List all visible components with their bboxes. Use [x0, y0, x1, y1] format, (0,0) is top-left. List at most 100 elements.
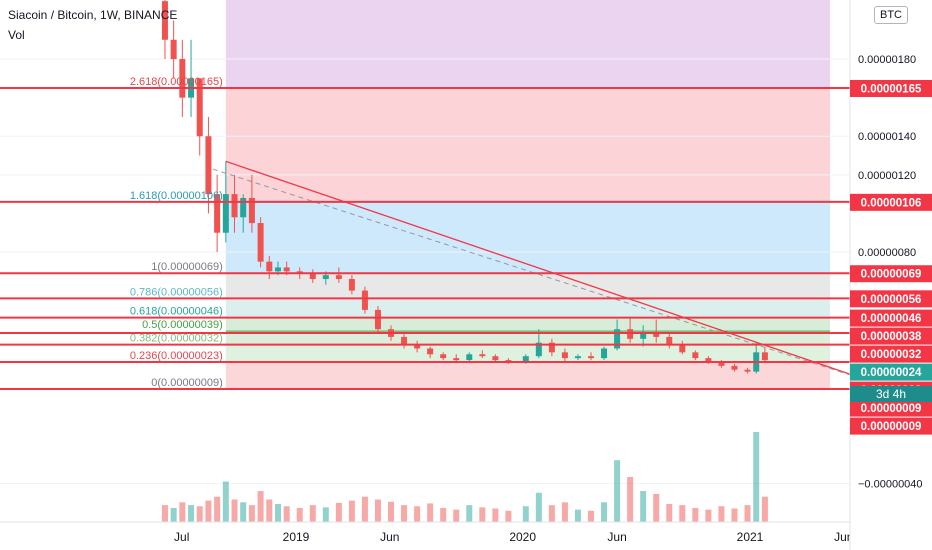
candle-body	[414, 344, 421, 349]
fib-label-2.618: 2.618(0.00000165)	[130, 76, 223, 88]
volume-bar	[248, 505, 255, 522]
volume-bar	[640, 491, 647, 522]
x-tick-label: 2021	[737, 530, 764, 544]
volume-bar	[179, 502, 186, 522]
fib-band-1.618	[225, 201, 831, 274]
candle-body	[492, 356, 499, 361]
candle-body	[361, 290, 368, 310]
volume-bar	[388, 501, 395, 522]
candle-body	[601, 348, 608, 359]
volume-bar	[283, 506, 290, 522]
volume-bar	[535, 492, 542, 522]
candle-body	[535, 342, 542, 357]
y-tick-label: 0.00000140	[858, 131, 916, 143]
candle-body	[666, 336, 673, 345]
candle-body	[744, 369, 751, 372]
fib-label-0.236: 0.236(0.00000023)	[130, 350, 223, 362]
volume-bar	[170, 507, 177, 522]
price-badge	[850, 399, 932, 417]
candle-body	[548, 342, 555, 353]
candle-body	[453, 358, 460, 361]
candle-body	[588, 356, 595, 359]
volume-bar	[492, 508, 499, 522]
candle-body	[679, 344, 686, 353]
candle-body	[335, 275, 342, 280]
candle-body	[427, 348, 434, 355]
volume-bar	[335, 502, 342, 522]
price-badge	[850, 80, 932, 97]
x-tick-label: Jun	[607, 530, 626, 544]
volume-bar	[548, 505, 555, 522]
price-badge-text: 0.00000009	[861, 403, 922, 415]
fib-band-0.786	[225, 298, 831, 318]
volume-bar	[196, 506, 203, 522]
x-tick-label: 2019	[283, 530, 310, 544]
candle-body	[640, 333, 647, 339]
fib-band-0.618	[225, 317, 831, 332]
candle-body	[231, 194, 238, 218]
price-badge	[850, 290, 932, 308]
fib-label-1.618: 1.618(0.00000106)	[130, 190, 223, 202]
volume-bar	[753, 432, 760, 522]
candle-body	[479, 354, 486, 357]
volume-bar	[440, 507, 447, 522]
price-badge-text: 0.00000046	[861, 313, 922, 325]
volume-label: Vol	[8, 28, 25, 42]
symbol-title: Siacoin / Bitcoin, 1W, BINANCE	[8, 8, 178, 22]
volume-bar	[479, 507, 486, 522]
x-tick-label: 2020	[509, 530, 536, 544]
candle-body	[170, 39, 177, 60]
volume-bar	[188, 505, 195, 522]
volume-bar	[309, 505, 316, 522]
candle-body	[196, 78, 203, 137]
candle-body	[561, 352, 568, 359]
y-tick-label: 0.00000080	[858, 247, 916, 259]
y-tick-label: 0.00000180	[858, 54, 916, 66]
fib-band-1	[225, 273, 831, 299]
price-badge	[850, 345, 932, 363]
volume-bar	[161, 505, 168, 522]
candle-body	[705, 358, 712, 362]
currency-button[interactable]: BTC	[874, 6, 908, 24]
candle-body	[574, 356, 581, 359]
volume-bar	[427, 503, 434, 522]
fib-label-0.786: 0.786(0.00000056)	[130, 286, 223, 298]
volume-bar	[214, 496, 221, 522]
candle-body	[161, 1, 168, 40]
x-tick-label: Jun	[834, 530, 853, 544]
candle-body	[718, 361, 725, 366]
fib-band-0.236	[225, 361, 831, 389]
x-tick-label: Jun	[380, 530, 399, 544]
volume-bar	[666, 504, 673, 522]
candle-body	[466, 354, 473, 361]
candle-body	[653, 333, 660, 337]
volume-bar	[296, 507, 303, 522]
candle-body	[440, 354, 447, 359]
price-badge	[850, 265, 932, 283]
volume-bar	[348, 500, 355, 522]
volume-bar	[679, 505, 686, 522]
fib-label-0.618: 0.618(0.00000046)	[130, 306, 223, 318]
candle-body	[179, 59, 186, 98]
price-badge-text: 0.00000069	[861, 269, 922, 281]
volume-bar	[601, 502, 608, 522]
volume-bar	[744, 505, 751, 522]
fib-band-0.5	[225, 331, 831, 345]
candle-body	[222, 194, 229, 233]
volume-bar	[731, 508, 738, 522]
volume-bar	[401, 505, 408, 522]
volume-bar	[266, 499, 273, 522]
price-badge	[850, 327, 932, 345]
candle-body	[348, 279, 355, 291]
volume-bar	[205, 500, 212, 522]
price-badge	[850, 309, 932, 327]
volume-bar	[322, 507, 329, 522]
candle-body	[257, 223, 264, 262]
price-badge-text: 0.00000056	[861, 294, 922, 306]
volume-bar	[466, 505, 473, 522]
volume-bar	[653, 493, 660, 522]
candle-body	[240, 197, 247, 218]
candle-body	[374, 309, 381, 330]
dashed-trendline	[212, 168, 894, 390]
